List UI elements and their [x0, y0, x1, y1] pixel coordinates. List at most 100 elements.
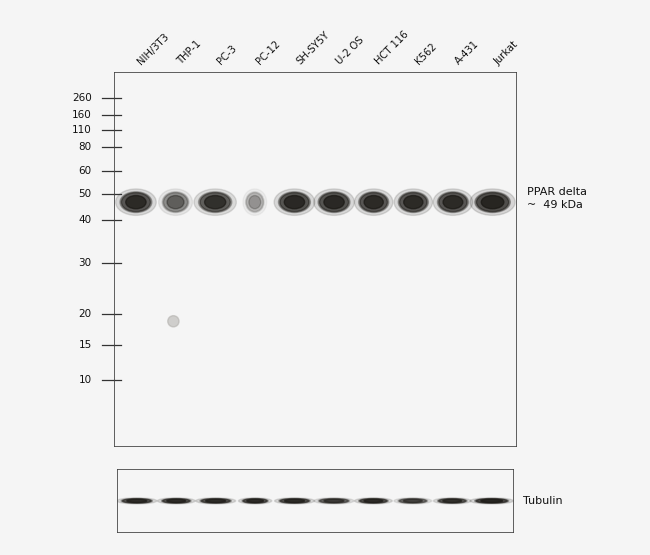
Ellipse shape [434, 498, 471, 504]
Ellipse shape [360, 499, 387, 503]
Ellipse shape [249, 195, 261, 209]
Ellipse shape [200, 193, 230, 211]
Ellipse shape [194, 189, 237, 215]
Text: 110: 110 [72, 125, 92, 135]
Ellipse shape [246, 192, 264, 213]
Ellipse shape [280, 193, 309, 211]
Ellipse shape [167, 500, 186, 502]
Ellipse shape [475, 192, 510, 213]
Ellipse shape [443, 195, 463, 209]
Text: PC-3: PC-3 [215, 43, 239, 67]
Ellipse shape [280, 499, 309, 503]
Ellipse shape [476, 193, 509, 211]
Text: K562: K562 [413, 41, 439, 67]
Ellipse shape [443, 500, 462, 502]
Ellipse shape [163, 193, 188, 211]
Ellipse shape [242, 498, 268, 503]
Ellipse shape [320, 499, 348, 503]
Ellipse shape [433, 189, 473, 215]
Ellipse shape [474, 498, 509, 503]
Text: A-431: A-431 [453, 39, 480, 67]
Ellipse shape [314, 189, 354, 215]
Ellipse shape [394, 498, 432, 504]
Ellipse shape [121, 498, 153, 503]
Ellipse shape [354, 498, 393, 504]
Text: PC-12: PC-12 [255, 39, 283, 67]
Ellipse shape [398, 192, 428, 213]
Ellipse shape [127, 500, 147, 502]
Ellipse shape [205, 195, 226, 209]
Ellipse shape [364, 195, 384, 209]
Ellipse shape [320, 193, 348, 211]
Ellipse shape [481, 195, 504, 209]
Ellipse shape [279, 498, 310, 503]
Ellipse shape [205, 500, 226, 502]
Ellipse shape [159, 189, 192, 215]
Ellipse shape [285, 500, 305, 502]
Ellipse shape [404, 500, 422, 502]
Ellipse shape [439, 193, 467, 211]
Text: 10: 10 [79, 376, 92, 386]
Ellipse shape [239, 498, 272, 504]
Ellipse shape [470, 189, 515, 215]
Ellipse shape [439, 499, 466, 503]
Ellipse shape [481, 500, 502, 502]
Ellipse shape [200, 498, 231, 503]
Ellipse shape [318, 498, 350, 503]
Ellipse shape [284, 195, 305, 209]
Ellipse shape [399, 499, 426, 503]
Ellipse shape [324, 500, 344, 502]
Text: 15: 15 [79, 340, 92, 350]
Ellipse shape [274, 189, 315, 215]
Ellipse shape [167, 195, 184, 209]
Text: U-2 OS: U-2 OS [334, 35, 365, 67]
Text: 160: 160 [72, 110, 92, 120]
Text: 80: 80 [79, 142, 92, 152]
Text: SH-SY5Y: SH-SY5Y [294, 30, 332, 67]
Ellipse shape [125, 195, 146, 209]
Text: 50: 50 [79, 189, 92, 199]
Ellipse shape [162, 192, 189, 213]
Ellipse shape [247, 500, 263, 502]
Ellipse shape [196, 498, 236, 504]
Ellipse shape [437, 498, 467, 503]
Text: THP-1: THP-1 [176, 39, 203, 67]
Text: 30: 30 [79, 258, 92, 268]
Text: Jurkat: Jurkat [493, 39, 520, 67]
Ellipse shape [198, 192, 232, 213]
Ellipse shape [360, 193, 387, 211]
Ellipse shape [400, 193, 427, 211]
Ellipse shape [437, 192, 469, 213]
Text: 20: 20 [79, 309, 92, 319]
Text: PPAR delta
~  49 kDa: PPAR delta ~ 49 kDa [527, 187, 587, 210]
Ellipse shape [168, 316, 179, 327]
Text: NIH/3T3: NIH/3T3 [136, 31, 171, 67]
Text: 60: 60 [79, 166, 92, 176]
Ellipse shape [278, 192, 311, 213]
Text: 40: 40 [79, 215, 92, 225]
Ellipse shape [157, 498, 195, 504]
Ellipse shape [314, 498, 354, 504]
Ellipse shape [470, 498, 514, 504]
Ellipse shape [476, 499, 507, 503]
Ellipse shape [120, 192, 152, 213]
Ellipse shape [123, 499, 151, 503]
Text: Tubulin: Tubulin [523, 496, 563, 506]
Ellipse shape [324, 195, 344, 209]
Ellipse shape [162, 499, 190, 503]
Ellipse shape [274, 498, 315, 504]
Ellipse shape [364, 500, 383, 502]
Ellipse shape [117, 498, 157, 504]
Ellipse shape [359, 192, 389, 213]
Ellipse shape [202, 499, 230, 503]
Ellipse shape [394, 189, 432, 215]
Ellipse shape [246, 193, 263, 211]
Ellipse shape [122, 193, 150, 211]
Ellipse shape [354, 189, 393, 215]
Ellipse shape [161, 498, 191, 503]
Text: HCT 116: HCT 116 [374, 29, 411, 67]
Ellipse shape [404, 195, 423, 209]
Text: 260: 260 [72, 93, 92, 103]
Ellipse shape [116, 189, 156, 215]
Ellipse shape [243, 499, 267, 503]
